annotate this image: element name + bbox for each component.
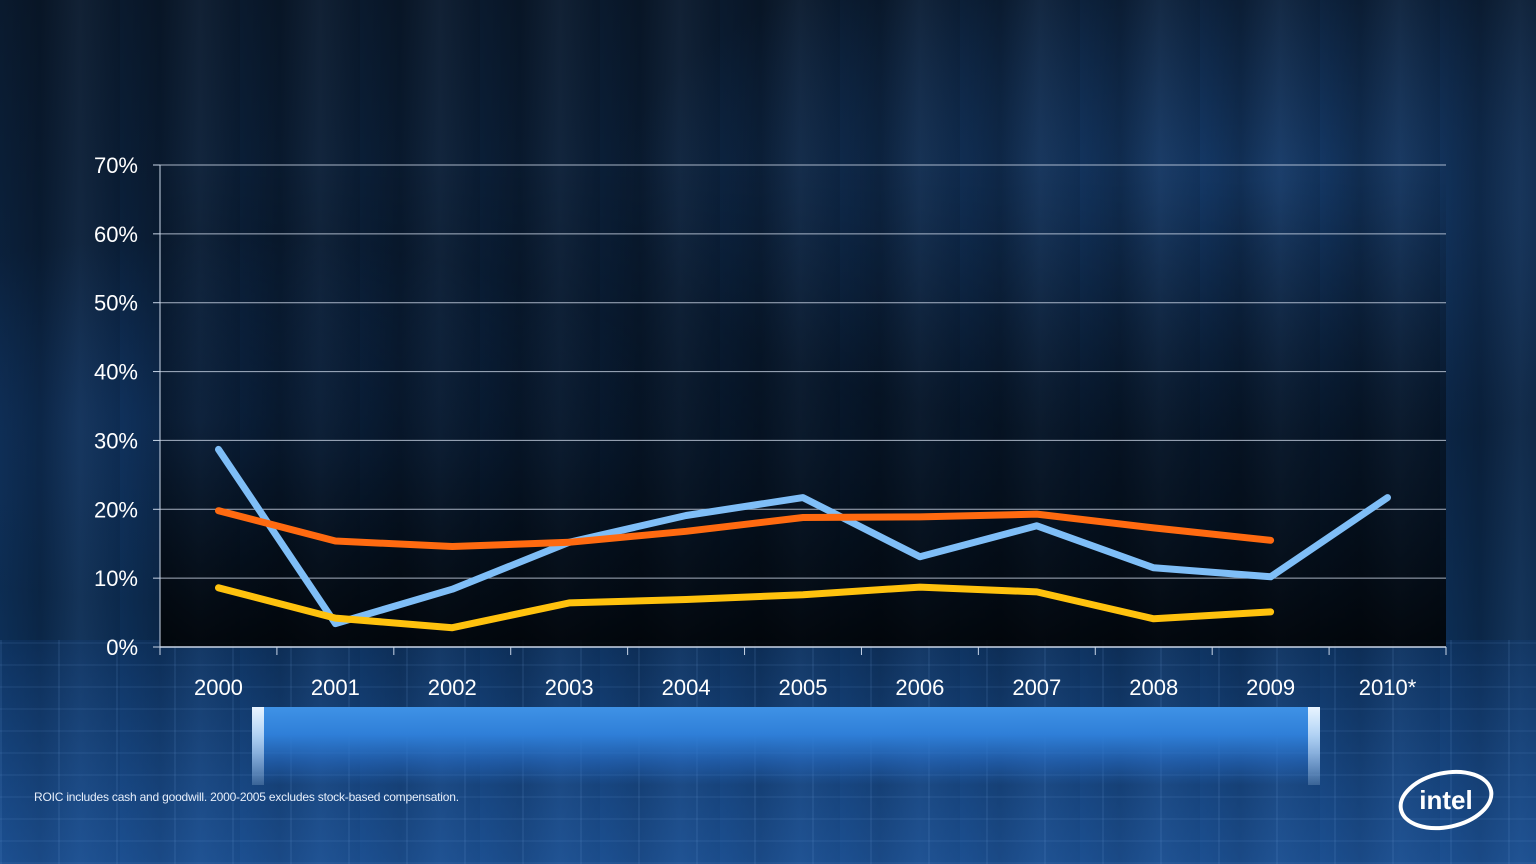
plot-area (160, 165, 1446, 647)
highlight-bar (252, 707, 1320, 785)
y-tick-label: 60% (94, 222, 138, 247)
footnote: ROIC includes cash and goodwill. 2000-20… (34, 790, 459, 804)
x-tick-label: 2004 (662, 675, 711, 700)
series-line-3 (215, 583, 1275, 632)
y-tick-label: 0% (106, 635, 138, 660)
x-tick-label: 2010* (1359, 675, 1417, 700)
x-tick-label: 2005 (779, 675, 828, 700)
x-tick-label: 2006 (895, 675, 944, 700)
x-tick-label: 2009 (1246, 675, 1295, 700)
y-tick-label: 20% (94, 497, 138, 522)
x-tick-label: 2003 (545, 675, 594, 700)
series-line-1 (215, 445, 1391, 628)
intel-logo-text: intel (1419, 785, 1472, 815)
series-line-2 (215, 507, 1275, 550)
x-tick-label: 2000 (194, 675, 243, 700)
y-tick-label: 50% (94, 291, 138, 316)
x-tick-label: 2007 (1012, 675, 1061, 700)
x-tick-label: 2001 (311, 675, 360, 700)
y-tick-label: 30% (94, 428, 138, 453)
y-tick-label: 70% (94, 153, 138, 178)
y-tick-label: 10% (94, 566, 138, 591)
y-tick-label: 40% (94, 360, 138, 385)
x-tick-label: 2008 (1129, 675, 1178, 700)
intel-logo: intel (1398, 769, 1494, 831)
x-tick-label: 2002 (428, 675, 477, 700)
